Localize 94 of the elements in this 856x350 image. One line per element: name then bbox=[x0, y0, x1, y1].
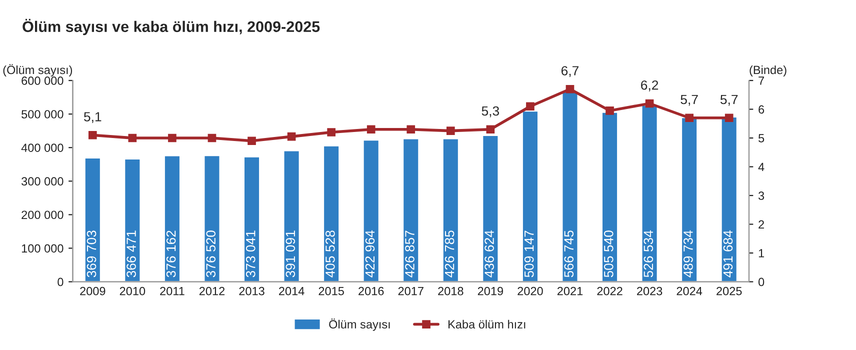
data-label: 489 734 bbox=[684, 230, 693, 278]
x-tick-label: 2023 bbox=[637, 286, 662, 296]
bar bbox=[124, 158, 142, 282]
data-label: 436 624 bbox=[484, 230, 494, 278]
data-label: 5,7 bbox=[720, 94, 738, 106]
y-tick-label: 500 000 bbox=[22, 110, 64, 118]
x-tick-label: 2012 bbox=[199, 286, 225, 296]
x-tick-label: 2019 bbox=[478, 286, 504, 296]
bar bbox=[362, 139, 380, 282]
bar bbox=[680, 116, 698, 282]
data-label: 426 857 bbox=[405, 230, 414, 278]
x-tick-label: 2010 bbox=[120, 286, 146, 296]
x-tick-label: 2018 bbox=[438, 286, 464, 296]
data-label: 373 041 bbox=[246, 230, 256, 278]
chart-title: Ölüm sayısı ve kaba ölüm hızı, 2009-2025 bbox=[22, 18, 320, 36]
point bbox=[128, 134, 137, 142]
x-tick-label: 2021 bbox=[557, 286, 583, 296]
y2-tick-label: 0 bbox=[758, 278, 764, 286]
bar bbox=[84, 157, 102, 282]
legend-label: Kaba ölüm hızı bbox=[448, 320, 526, 329]
data-label: 369 703 bbox=[86, 230, 96, 278]
bar bbox=[482, 134, 500, 282]
y2-tick-label: 7 bbox=[758, 76, 764, 85]
data-label: 5,7 bbox=[680, 94, 698, 106]
data-label: 6,7 bbox=[561, 66, 579, 77]
point bbox=[645, 99, 654, 108]
x-tick-label: 2020 bbox=[518, 286, 543, 296]
x-tick-label: 2017 bbox=[398, 286, 424, 296]
point bbox=[168, 134, 176, 142]
data-label: 505 540 bbox=[604, 230, 614, 278]
y2-tick-label: 2 bbox=[758, 220, 764, 229]
data-label: 526 534 bbox=[644, 230, 654, 278]
data-label: 376 520 bbox=[206, 230, 216, 278]
x-tick-label: 2025 bbox=[716, 286, 742, 296]
x-tick-label: 2024 bbox=[676, 286, 702, 296]
bar bbox=[203, 154, 221, 282]
data-label: 5,3 bbox=[482, 106, 500, 118]
data-label: 491 684 bbox=[723, 230, 733, 278]
x-tick-label: 2009 bbox=[80, 286, 106, 296]
data-label: 391 091 bbox=[286, 230, 296, 278]
point bbox=[724, 114, 734, 122]
bar bbox=[601, 111, 618, 282]
y2-tick-label: 3 bbox=[758, 192, 764, 200]
point bbox=[287, 132, 296, 141]
y2-tick-label: 5 bbox=[758, 134, 764, 142]
bar bbox=[640, 104, 658, 282]
point bbox=[327, 128, 336, 136]
data-label: 5,1 bbox=[84, 112, 102, 123]
y-tick-label: 0 bbox=[58, 278, 64, 286]
bar bbox=[720, 116, 738, 282]
y-axis-title: (Ölüm sayısı) bbox=[3, 64, 72, 76]
point bbox=[566, 84, 574, 94]
y-tick-label: 400 000 bbox=[21, 144, 64, 152]
point bbox=[606, 106, 614, 115]
bar bbox=[442, 138, 460, 282]
x-tick-label: 2022 bbox=[597, 286, 622, 296]
point bbox=[208, 134, 216, 142]
data-label: 366 471 bbox=[126, 230, 136, 278]
data-label: 566 745 bbox=[564, 230, 574, 278]
bar bbox=[402, 138, 420, 282]
y2-tick-label: 4 bbox=[758, 162, 764, 172]
legend-label: Ölüm sayısı bbox=[329, 318, 390, 331]
point bbox=[685, 114, 694, 122]
y-tick-label: 300 000 bbox=[22, 177, 64, 186]
data-label: 6,2 bbox=[641, 80, 658, 92]
point bbox=[88, 130, 97, 140]
data-label: 422 964 bbox=[365, 230, 375, 278]
bar bbox=[164, 154, 181, 282]
x-tick-label: 2011 bbox=[160, 286, 184, 296]
bar bbox=[322, 145, 340, 282]
point bbox=[486, 125, 495, 134]
data-label: 426 785 bbox=[444, 230, 454, 278]
y2-tick-label: 6 bbox=[758, 105, 764, 114]
data-label: 405 528 bbox=[326, 230, 335, 278]
y-tick-label: 100 000 bbox=[22, 244, 64, 253]
point bbox=[526, 102, 534, 111]
point bbox=[248, 136, 256, 146]
x-tick-label: 2014 bbox=[279, 286, 304, 296]
bar bbox=[522, 110, 539, 282]
y-tick-label: 200 000 bbox=[22, 210, 64, 220]
bar bbox=[282, 150, 300, 282]
y2-tick-label: 1 bbox=[758, 249, 764, 258]
x-tick-label: 2015 bbox=[318, 286, 344, 296]
bar bbox=[243, 156, 260, 282]
x-tick-label: 2013 bbox=[239, 286, 264, 296]
bar bbox=[561, 90, 579, 282]
data-label: 509 147 bbox=[524, 230, 534, 278]
y-tick-label: 600 000 bbox=[22, 76, 64, 85]
x-tick-label: 2016 bbox=[358, 286, 384, 296]
point bbox=[446, 126, 455, 135]
point bbox=[366, 125, 376, 134]
y2-axis-title: (Binde) bbox=[750, 65, 786, 76]
point bbox=[406, 125, 416, 134]
data-label: 376 162 bbox=[166, 230, 176, 278]
